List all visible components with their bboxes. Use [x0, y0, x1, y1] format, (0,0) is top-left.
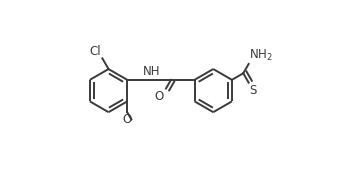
Text: O: O: [155, 90, 164, 103]
Text: S: S: [250, 84, 257, 97]
Text: NH$_2$: NH$_2$: [250, 48, 273, 63]
Text: O: O: [122, 113, 132, 126]
Text: NH: NH: [143, 65, 161, 78]
Text: Cl: Cl: [89, 45, 101, 58]
